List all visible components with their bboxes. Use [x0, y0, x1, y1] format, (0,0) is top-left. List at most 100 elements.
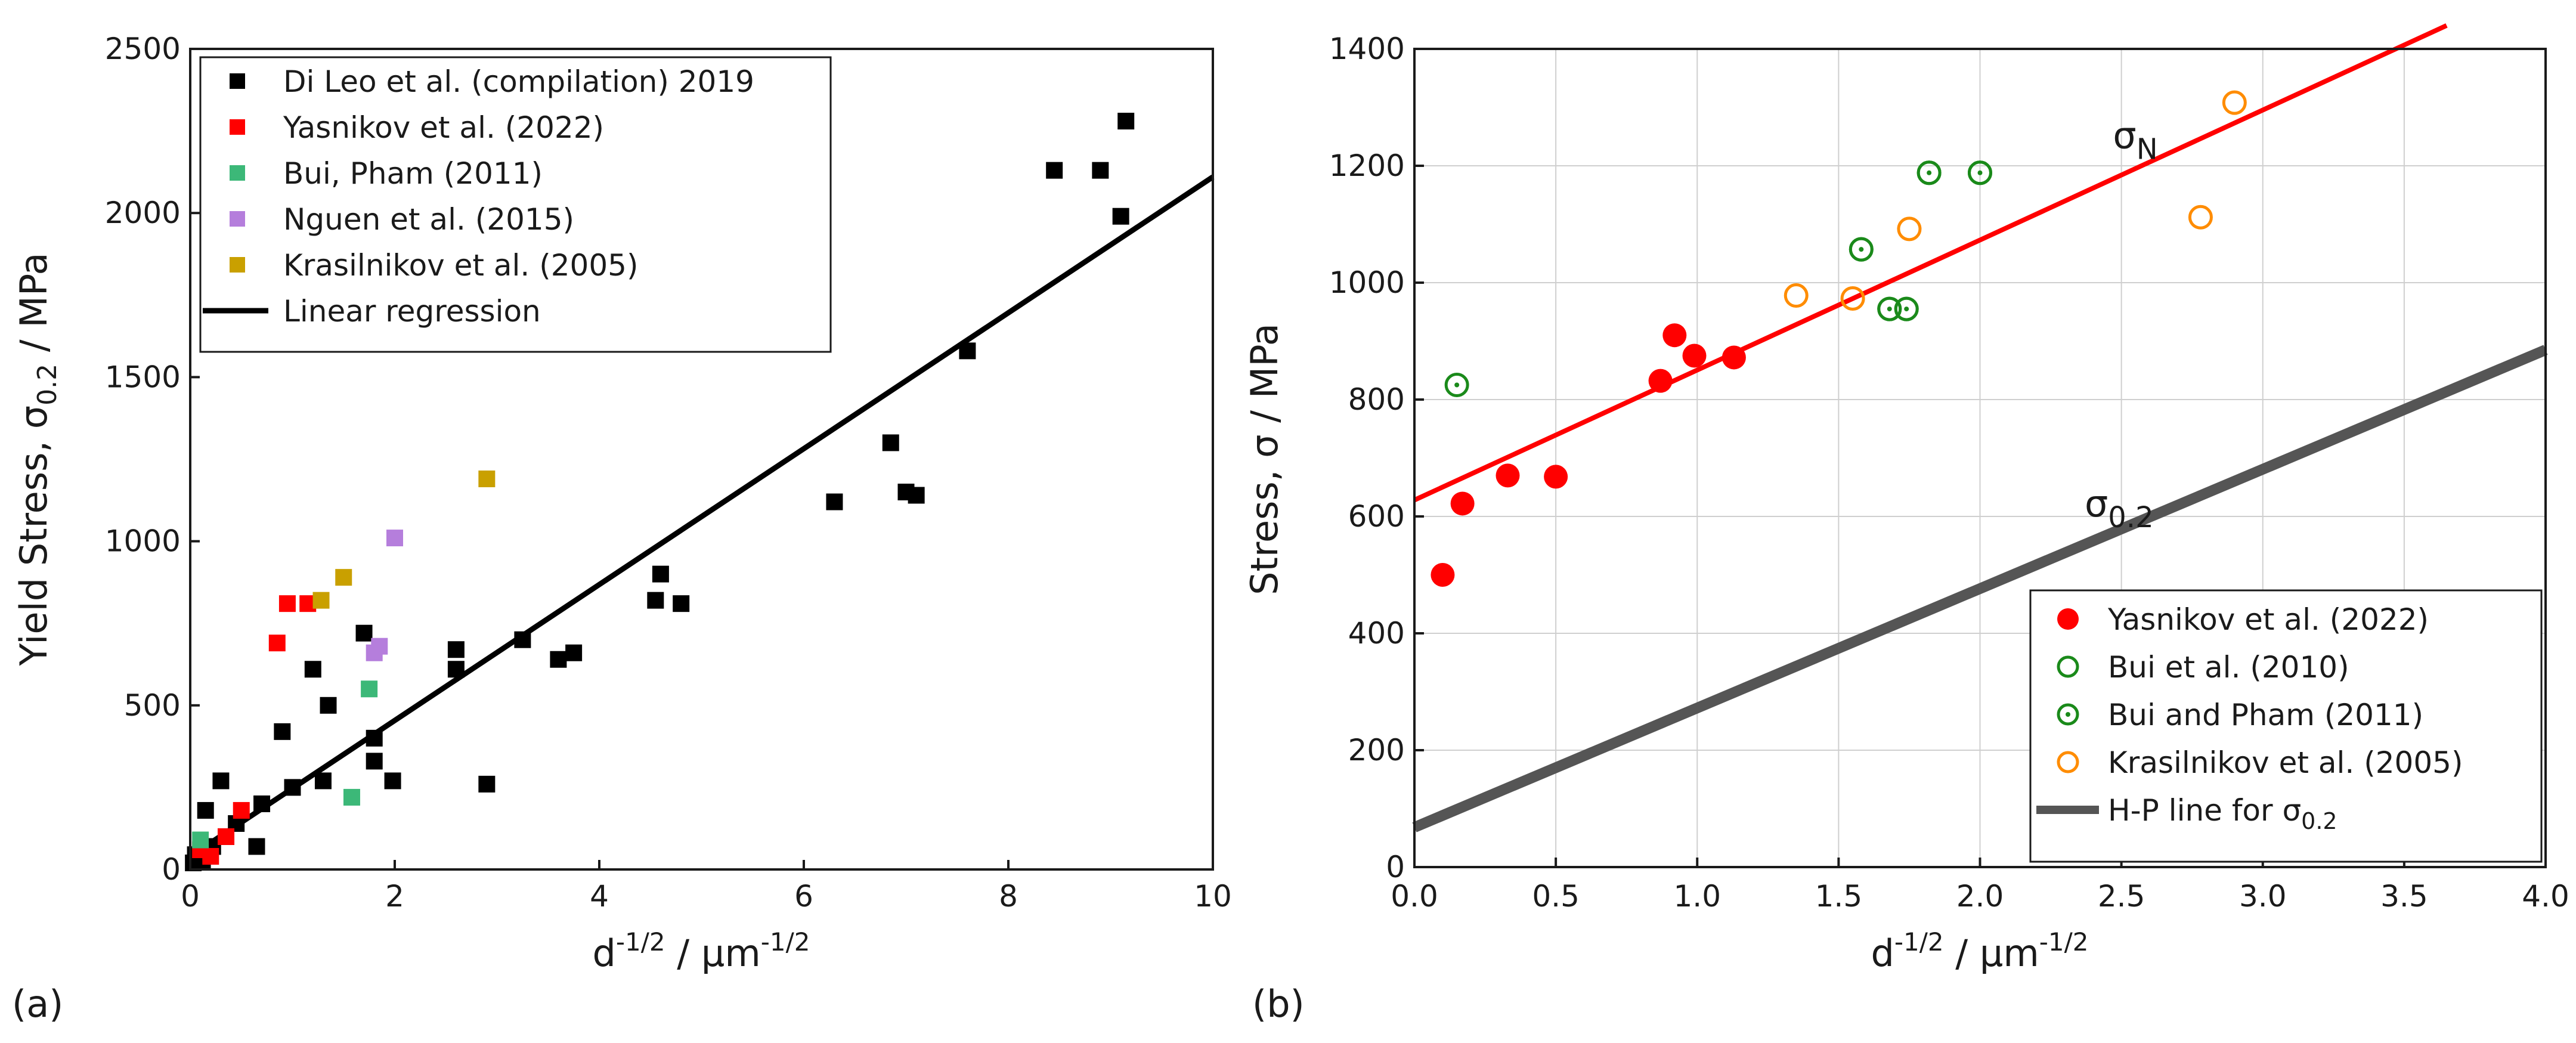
chart-a-y-tick-label: 1000: [105, 524, 181, 559]
chart-a-point: [278, 595, 296, 612]
chart-a-legend-label: Nguen et al. (2015): [283, 202, 574, 237]
chart-b-point: [2188, 205, 2213, 230]
chart-a-point: [386, 530, 403, 547]
chart-a-point: [384, 772, 401, 790]
chart-a-point: [514, 631, 531, 648]
chart-a-point: [447, 641, 465, 658]
chart-b-point: [1431, 563, 1455, 587]
chart-b-point: [1662, 323, 1687, 348]
chart-b-y-tick-label: 1400: [1329, 32, 1405, 66]
chart-b-x-tick-label: 0.0: [1391, 879, 1438, 914]
chart-b-legend-label: Bui et al. (2010): [2108, 650, 2349, 685]
chart-a-point: [212, 772, 230, 790]
chart-b-x-axis-title: d-1/2 / μm-1/2: [1871, 927, 2088, 975]
chart-a-point: [314, 772, 332, 790]
chart-b-point: [1897, 216, 1922, 242]
chart-a-point: [248, 838, 265, 855]
chart-b-point: [1722, 345, 1746, 370]
chart-b-x-tick-label: 4.0: [2522, 879, 2569, 914]
chart-b-legend-marker: [2057, 751, 2079, 773]
chart-a-point: [233, 801, 250, 819]
chart-b-y-tick-label: 0: [1386, 850, 1405, 884]
chart-a-point: [361, 680, 378, 698]
chart-a-point: [478, 775, 496, 793]
chart-b-panel-label: (b): [1252, 982, 1305, 1026]
chart-b-x-tick-label: 2.0: [1956, 879, 2004, 914]
chart-b-x-tick-label: 1.5: [1815, 879, 1863, 914]
chart-a-point: [1117, 113, 1135, 130]
chart-a-x-tick-label: 8: [999, 879, 1018, 914]
chart-b-point: [1450, 491, 1475, 516]
chart-a-point: [959, 342, 976, 360]
chart-a-point: [335, 569, 352, 586]
chart-a-legend-box: [199, 56, 832, 353]
chart-b-legend-label: H-P line for σ0.2: [2108, 793, 2337, 834]
chart-b-legend-box: [2029, 589, 2543, 863]
chart-a-legend: Di Leo et al. (compilation) 2019 Yasnikov…: [199, 56, 832, 353]
chart-b-y-tick-label: 1200: [1329, 148, 1405, 183]
chart-b-legend-label-main: H-P line for σ: [2108, 793, 2301, 828]
chart-a-point: [652, 565, 669, 583]
chart-b-point: [1784, 283, 1809, 308]
chart-a-legend-label: Di Leo et al. (compilation) 2019: [283, 64, 754, 99]
chart-b-point: [1968, 160, 1992, 185]
chart-a-point: [355, 624, 373, 642]
chart-b-point: [1496, 463, 1520, 488]
chart-b-curve-label-symbol: σ: [2085, 482, 2108, 525]
chart-a-y-tick-label: 1500: [105, 360, 181, 394]
chart-b-y-axis-title: Stress, σ / MPa: [1243, 323, 1286, 595]
chart-b-hp-line: [1412, 345, 2548, 832]
chart-a-x-axis-title: d-1/2 / μm-1/2: [592, 927, 810, 975]
chart-b-point: [1849, 237, 1874, 262]
chart-b-point: [1648, 369, 1673, 393]
chart-b-point: [1894, 296, 1919, 321]
chart-a-point: [550, 651, 567, 668]
chart-b-x-tick-label: 3.5: [2380, 879, 2428, 914]
chart-a-x-tick-label: 10: [1194, 879, 1232, 914]
chart-a-point: [647, 592, 664, 609]
chart-a-point: [320, 697, 337, 714]
chart-a-point: [1046, 162, 1063, 179]
chart-b-x-tick-label: 0.5: [1532, 879, 1580, 914]
chart-b-point: [1444, 373, 1469, 397]
chart-a-point: [197, 801, 214, 819]
chart-b-y-tick-label: 200: [1348, 733, 1405, 767]
chart-a-point: [192, 831, 209, 849]
chart-b-y-tick-label: 800: [1348, 382, 1405, 417]
chart-b-point: [1682, 343, 1707, 368]
chart-a-x-tick-label: 0: [181, 879, 200, 914]
chart-a-legend-label: Krasilnikov et al. (2005): [283, 248, 638, 283]
chart-b-x-tick-label: 3.0: [2239, 879, 2287, 914]
chart-a-legend-marker: [230, 257, 245, 273]
chart-a-point: [371, 637, 388, 655]
chart-b-point: [1840, 286, 1865, 311]
chart-a-point: [202, 847, 219, 865]
chart-a-point: [565, 644, 583, 661]
chart-a-point: [447, 661, 465, 678]
chart-b-point: [1544, 465, 1568, 489]
chart-a-regression-line: [188, 174, 1215, 859]
chart-a-legend-label: Yasnikov et al. (2022): [283, 110, 604, 145]
chart-b-legend-label: Krasilnikov et al. (2005): [2108, 745, 2463, 780]
chart-b-point: [1916, 160, 1942, 185]
chart-b-y-tick-label: 1000: [1329, 265, 1405, 300]
chart-a-x-tick-label: 4: [590, 879, 609, 914]
chart-a-legend-marker: [230, 211, 245, 227]
chart-a-point: [312, 592, 330, 609]
chart-a-legend-marker: [230, 73, 245, 89]
chart-b-y-tick-label: 600: [1348, 499, 1405, 534]
chart-b-sigma-n-fit-line: [1413, 23, 2448, 503]
chart-a-point: [343, 788, 360, 806]
chart-a-point: [1112, 208, 1129, 225]
chart-b-x-tick-label: 1.0: [1673, 879, 1721, 914]
chart-a-legend-label: Bui, Pham (2011): [283, 156, 543, 191]
chart-b-legend-marker: [2057, 608, 2079, 630]
chart-a: 0 2 4 6 8 10 0 500 1000 1500 2000 2500 Yield Stres…: [12, 32, 1232, 1026]
chart-a-plot-frame: [189, 48, 1214, 871]
chart-b: 0.0 0.5 1.0 1.5 2.0 2.5 3.0 3.5 4.0 0 200 400 600 80…: [1243, 23, 2569, 1026]
chart-a-point: [826, 493, 843, 510]
chart-b-legend-label-subscript: 0.2: [2301, 808, 2337, 834]
chart-a-legend-marker: [230, 165, 245, 181]
chart-a-point: [478, 471, 496, 488]
